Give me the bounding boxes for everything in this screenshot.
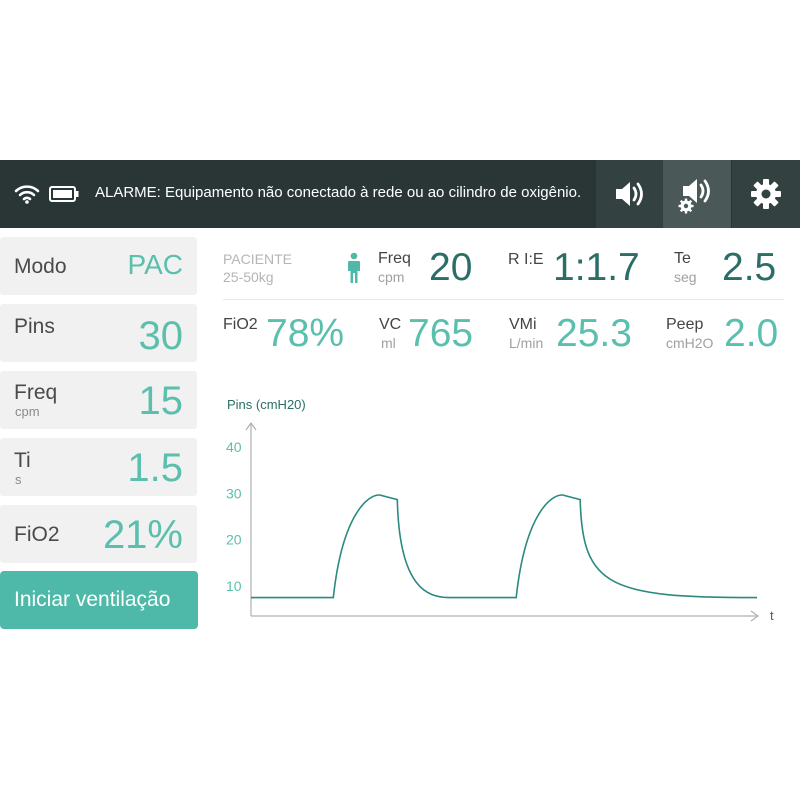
metric-freq-label: Freq bbox=[378, 250, 411, 267]
pins-card[interactable]: Pins 30 bbox=[0, 304, 197, 362]
pins-value: 30 bbox=[138, 314, 184, 358]
chart-xlabel: t bbox=[770, 608, 774, 623]
metric-fio2-label: FiO2 bbox=[223, 316, 258, 333]
metrics-divider bbox=[223, 299, 784, 300]
freq-label: Freq bbox=[14, 381, 58, 404]
status-bar: ALARME: Equipamento não conectado à rede… bbox=[0, 160, 800, 228]
metric-freq-unit: cpm bbox=[378, 269, 405, 285]
metric-vc-value: 765 bbox=[408, 312, 474, 355]
metric-te-value: 2.5 bbox=[722, 246, 777, 289]
mode-card[interactable]: Modo PAC bbox=[0, 237, 197, 295]
y-tick-label: 10 bbox=[226, 578, 242, 594]
mode-value: PAC bbox=[127, 249, 184, 280]
ti-value: 1.5 bbox=[127, 446, 183, 490]
metric-vc-label: VC bbox=[379, 316, 402, 333]
ti-unit: s bbox=[15, 472, 22, 487]
sound-settings-button[interactable] bbox=[663, 160, 731, 228]
freq-value: 15 bbox=[138, 379, 184, 423]
metric-vmi-unit: L/min bbox=[509, 335, 544, 351]
alarm-message: ALARME: Equipamento não conectado à rede… bbox=[95, 184, 582, 201]
battery-icon bbox=[49, 186, 79, 202]
metric-rie-label: R I:E bbox=[508, 251, 544, 268]
wifi-icon bbox=[14, 185, 40, 204]
pressure-chart: Pins (cmH20) 40 30 20 10 t bbox=[226, 397, 774, 623]
y-tick-label: 40 bbox=[226, 439, 242, 455]
start-ventilation-button[interactable]: Iniciar ventilação bbox=[0, 571, 198, 629]
patient-title: PACIENTE bbox=[223, 251, 292, 267]
fio2-label: FiO2 bbox=[14, 523, 60, 546]
person-icon[interactable] bbox=[345, 252, 363, 284]
pressure-waveform bbox=[251, 494, 758, 599]
y-tick-label: 20 bbox=[226, 532, 242, 548]
y-tick-label: 30 bbox=[226, 485, 242, 501]
freq-card[interactable]: Freq cpm 15 bbox=[0, 371, 197, 429]
metric-peep-value: 2.0 bbox=[724, 312, 779, 355]
metric-te-unit: seg bbox=[674, 269, 697, 285]
metric-vc-unit: ml bbox=[381, 335, 396, 351]
gear-icon bbox=[751, 179, 781, 209]
sound-button[interactable] bbox=[596, 160, 664, 228]
metric-peep-label: Peep bbox=[666, 316, 704, 333]
freq-unit: cpm bbox=[15, 404, 40, 419]
chart-ylabel: Pins (cmH20) bbox=[227, 397, 306, 412]
pins-label: Pins bbox=[14, 315, 55, 338]
patient-weight-range: 25-50kg bbox=[223, 269, 274, 285]
ti-label: Ti bbox=[14, 449, 31, 472]
metric-freq-value: 20 bbox=[429, 246, 473, 289]
chart-axes bbox=[245, 421, 760, 622]
metric-rie-value: 1:1.7 bbox=[553, 246, 640, 289]
speaker-icon bbox=[616, 182, 643, 206]
fio2-card[interactable]: FiO2 21% bbox=[0, 505, 197, 563]
metric-fio2-value: 78% bbox=[266, 312, 345, 355]
fio2-value: 21% bbox=[102, 513, 183, 557]
ti-card[interactable]: Ti s 1.5 bbox=[0, 438, 197, 496]
metric-te-label: Te bbox=[674, 250, 691, 267]
metric-vmi-value: 25.3 bbox=[556, 312, 632, 355]
metric-peep-unit: cmH2O bbox=[666, 335, 714, 351]
settings-button[interactable] bbox=[732, 160, 800, 228]
speaker-settings-icon bbox=[678, 179, 710, 214]
metric-vmi-label: VMi bbox=[509, 316, 537, 333]
mode-label: Modo bbox=[14, 255, 67, 278]
